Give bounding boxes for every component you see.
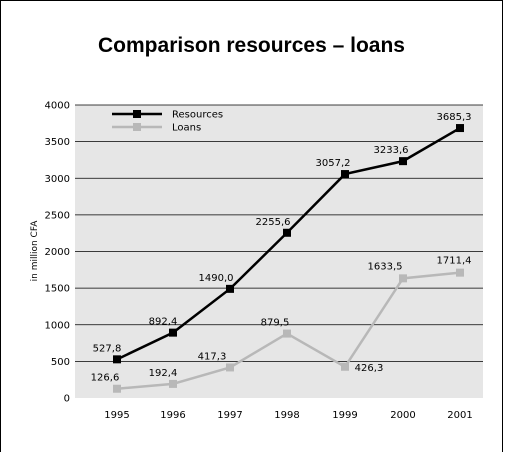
y-tick-label: 3500 — [45, 137, 70, 148]
legend-marker-loans — [133, 123, 141, 131]
data-label-loans: 1711,4 — [437, 256, 472, 267]
data-point-loans — [169, 379, 177, 388]
data-label-loans: 126,6 — [91, 373, 120, 384]
data-point-resources — [456, 124, 464, 133]
y-tick-label: 2000 — [45, 247, 70, 258]
data-label-resources: 3233,6 — [374, 145, 409, 156]
data-point-loans — [226, 363, 234, 372]
data-label-resources: 2255,6 — [256, 217, 291, 228]
data-point-resources — [341, 170, 349, 179]
x-tick-label: 1998 — [274, 410, 299, 421]
y-tick-label: 500 — [51, 357, 70, 368]
x-tick-label: 1996 — [160, 410, 185, 421]
data-label-loans: 192,4 — [149, 368, 178, 379]
data-point-resources — [399, 157, 407, 166]
data-label-resources: 3057,2 — [316, 158, 351, 169]
data-point-loans — [283, 329, 291, 338]
data-point-loans — [456, 268, 464, 277]
data-label-resources: 892,4 — [149, 317, 178, 328]
data-point-resources — [283, 228, 291, 237]
x-tick-label: 1995 — [104, 410, 129, 421]
data-point-loans — [341, 362, 349, 371]
legend-marker-resources — [133, 110, 141, 118]
y-tick-label: 3000 — [45, 174, 70, 185]
y-tick-label: 1000 — [45, 320, 70, 331]
x-tick-label: 2001 — [447, 410, 472, 421]
data-point-loans — [399, 274, 407, 283]
data-point-resources — [169, 328, 177, 337]
y-axis-label: in million CFA — [30, 220, 40, 282]
data-label-resources: 1490,0 — [199, 273, 234, 284]
data-point-loans — [113, 384, 121, 393]
y-tick-label: 0 — [64, 394, 70, 405]
y-tick-label: 4000 — [45, 101, 70, 112]
x-tick-label: 2000 — [390, 410, 415, 421]
x-tick-label: 1997 — [217, 410, 242, 421]
data-label-resources: 527,8 — [93, 343, 122, 354]
legend-label-resources: Resources — [172, 110, 223, 121]
x-tick-label: 1999 — [332, 410, 357, 421]
data-label-loans: 879,5 — [261, 318, 290, 329]
legend-label-loans: Loans — [172, 123, 201, 134]
data-label-loans: 1633,5 — [368, 261, 403, 272]
data-point-resources — [113, 355, 121, 364]
data-point-resources — [226, 284, 234, 293]
y-tick-label: 1500 — [45, 284, 70, 295]
chart-title: Comparison resources – loans — [98, 34, 405, 57]
data-label-loans: 426,3 — [355, 363, 384, 374]
y-tick-label: 2500 — [45, 210, 70, 221]
data-label-loans: 417,3 — [198, 351, 227, 362]
data-label-resources: 3685,3 — [437, 112, 472, 123]
